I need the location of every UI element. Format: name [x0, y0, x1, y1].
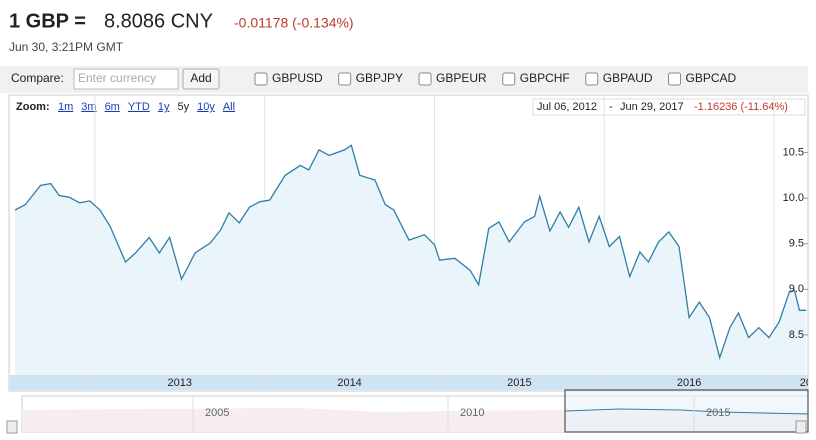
x-axis-band: [10, 375, 808, 390]
change: -0.01178 (-0.134%): [234, 15, 354, 31]
zoom-link[interactable]: 3m: [81, 101, 96, 113]
rate: 8.8086 CNY: [104, 10, 213, 32]
checkbox-label: GBPUSD: [272, 71, 323, 85]
x-tick-label: 2014: [337, 377, 361, 389]
checkbox-label: GBPEUR: [436, 71, 487, 85]
zoom-link[interactable]: 1y: [158, 101, 170, 113]
checkbox[interactable]: [418, 72, 432, 86]
range-change: -1.16236 (-11.64%): [694, 101, 788, 113]
navigator-line: [564, 408, 809, 415]
x-tick-label: 2013: [168, 377, 192, 389]
line: [14, 144, 807, 360]
zoom-label: Zoom:: [16, 101, 50, 113]
range-end: Jun 29, 2017: [620, 101, 684, 113]
checkbox-label: GBPCAD: [686, 71, 737, 85]
range-start: Jul 06, 2012: [537, 101, 597, 113]
checkbox-label: GBPAUD: [603, 71, 653, 85]
y-tick-label: 8.5: [789, 329, 804, 341]
navigator-label: 2010: [460, 407, 484, 419]
compare-label: Compare:: [11, 71, 64, 85]
time: Jun 30, 3:21PM GMT: [9, 40, 124, 54]
currency-input[interactable]: [73, 68, 179, 90]
add-button[interactable]: [182, 68, 220, 90]
zoom-link[interactable]: 10y: [197, 101, 215, 113]
range-separator: -: [609, 101, 613, 113]
scroll-left[interactable]: [6, 420, 18, 434]
zoom-link: 5y: [177, 101, 189, 113]
y-tick-label: 10.5: [783, 147, 804, 159]
checkbox[interactable]: [254, 72, 268, 86]
checkbox[interactable]: [502, 72, 516, 86]
zoom-link[interactable]: 6m: [105, 101, 120, 113]
checkbox-label: GBPJPY: [356, 71, 403, 85]
y-tick-label: 9.0: [789, 283, 804, 295]
checkbox[interactable]: [585, 72, 599, 86]
y-tick-label: 9.5: [789, 238, 804, 250]
navigator-label: 2005: [205, 407, 229, 419]
zoom-link[interactable]: 1m: [58, 101, 73, 113]
input-placeholder: Enter currency: [78, 71, 156, 85]
area: [15, 145, 807, 375]
x-tick-label: 2016: [677, 377, 701, 389]
zoom-link[interactable]: YTD: [128, 101, 150, 113]
x-tick-label: 2015: [507, 377, 531, 389]
navigator-label: 2015: [706, 407, 730, 419]
x-tick-label: 2017: [800, 377, 816, 389]
y-tick-label: 10.0: [783, 192, 804, 204]
checkbox-label: GBPCHF: [520, 71, 570, 85]
zoom-link[interactable]: All: [223, 101, 235, 113]
pair: 1 GBP =: [9, 10, 86, 32]
checkbox[interactable]: [668, 72, 682, 86]
navigator-window[interactable]: [564, 389, 809, 433]
range-box: [532, 98, 806, 116]
scroll-right[interactable]: [795, 420, 807, 434]
checkbox[interactable]: [338, 72, 352, 86]
add-label: Add: [190, 71, 211, 85]
